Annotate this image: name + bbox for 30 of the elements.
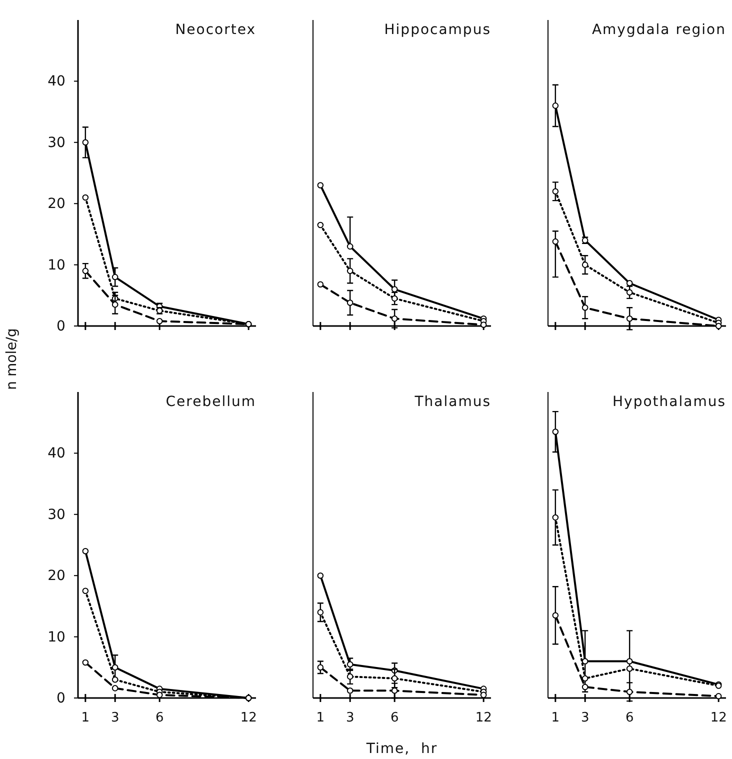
chart-title: Hippocampus [384,22,491,38]
chart-title: Amygdala region [592,22,726,38]
chart-title: Thalamus [414,394,491,410]
x-tick-label: 12 [240,710,257,726]
chart-title: Cerebellum [166,394,256,410]
y-tick-label: 40 [48,446,66,462]
y-tick-label: 30 [48,506,66,523]
x-tick-label: 6 [625,710,634,726]
x-tick-label: 3 [580,710,590,726]
x-tick-label: 6 [390,710,399,726]
x-tick-label: 1 [551,710,560,726]
x-axis-title: Time, hr [365,741,438,757]
y-tick-label: 0 [56,318,66,334]
y-tick-label: 20 [48,568,66,584]
y-tick-label: 10 [48,257,66,274]
y-tick-label: 0 [56,690,66,706]
chart-title: Neocortex [175,22,256,38]
y-tick-label: 40 [48,74,66,90]
x-tick-label: 3 [346,710,354,726]
x-tick-label: 1 [81,710,90,726]
x-tick-label: 1 [316,710,325,726]
y-tick-label: 10 [48,629,66,646]
y-tick-label: 20 [48,196,66,212]
y-tick-label: 30 [48,134,66,151]
x-tick-label: 3 [110,710,120,726]
chart-title: Hypothalamus [612,394,726,410]
x-tick-label: 12 [475,710,492,726]
x-tick-label: 12 [710,710,727,726]
y-axis-title: n mole/g [4,328,20,390]
x-tick-label: 6 [155,710,164,726]
